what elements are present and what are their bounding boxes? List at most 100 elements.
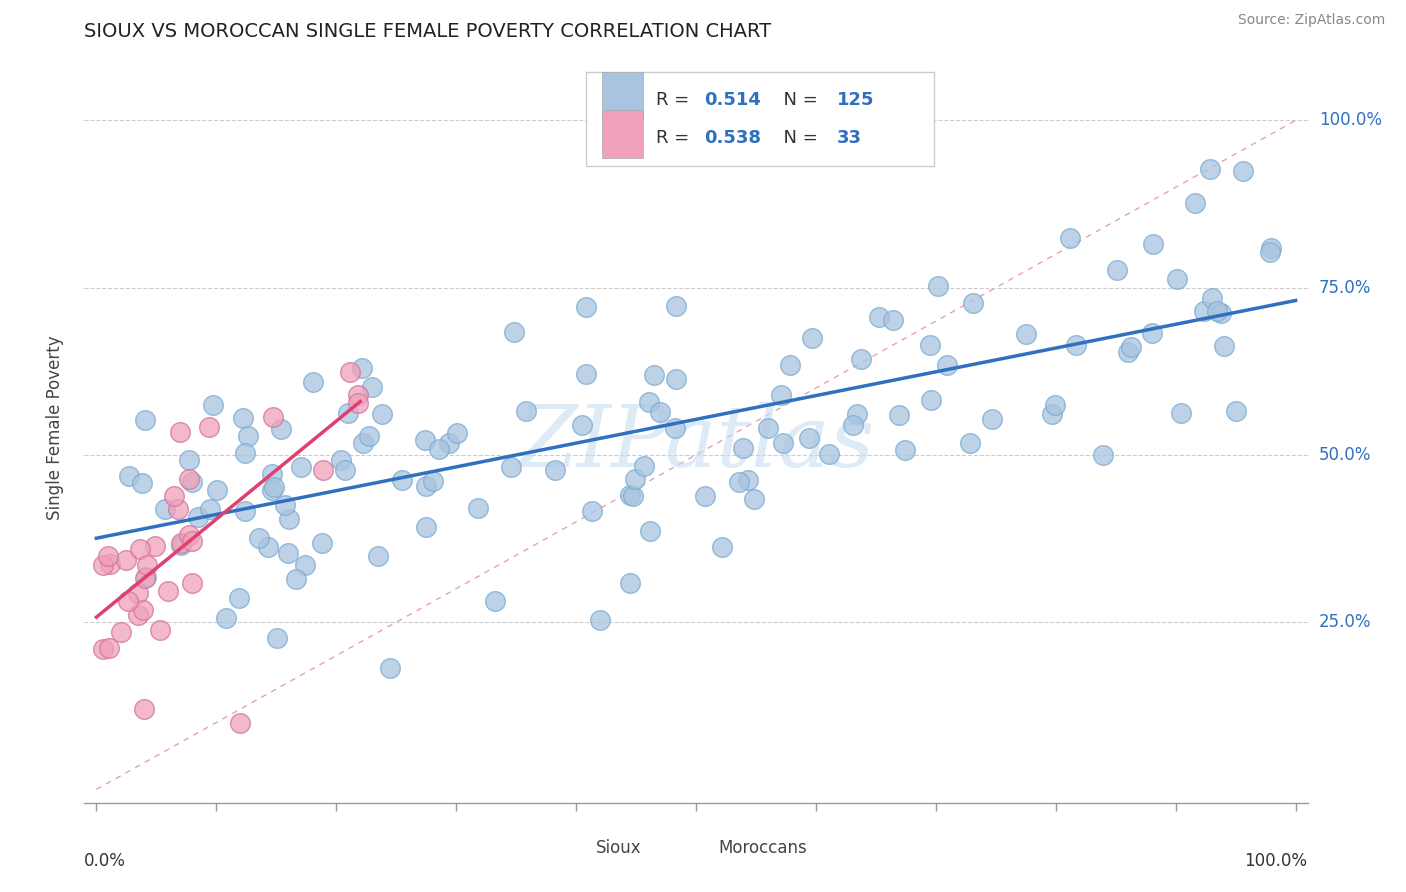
Point bbox=[277, 512, 299, 526]
Point bbox=[1119, 340, 1142, 354]
Point bbox=[1225, 403, 1247, 417]
Point bbox=[981, 411, 1004, 425]
Point bbox=[361, 380, 384, 394]
Point bbox=[202, 398, 225, 412]
Point bbox=[262, 483, 284, 497]
Point bbox=[170, 536, 193, 550]
Point bbox=[115, 553, 138, 567]
Point bbox=[1206, 304, 1229, 318]
Point bbox=[640, 524, 662, 538]
Point bbox=[801, 331, 824, 345]
Point bbox=[711, 540, 734, 554]
Text: 0.538: 0.538 bbox=[704, 129, 762, 147]
Point bbox=[619, 488, 641, 502]
Point bbox=[181, 475, 204, 489]
Point bbox=[633, 459, 655, 474]
Point bbox=[1232, 164, 1254, 178]
Point bbox=[91, 641, 114, 656]
Point bbox=[177, 528, 200, 542]
Point bbox=[135, 558, 157, 572]
Point bbox=[1040, 407, 1063, 421]
Point bbox=[575, 300, 598, 314]
Point bbox=[163, 489, 186, 503]
Point bbox=[127, 586, 149, 600]
Point bbox=[91, 558, 114, 573]
Point bbox=[337, 406, 360, 420]
Point bbox=[665, 300, 688, 314]
Point bbox=[134, 413, 156, 427]
Point bbox=[149, 624, 172, 638]
Point bbox=[169, 425, 191, 439]
Point bbox=[131, 475, 153, 490]
Point bbox=[232, 411, 254, 425]
Point bbox=[333, 463, 356, 477]
Point bbox=[285, 573, 308, 587]
Point bbox=[128, 542, 150, 557]
Point bbox=[153, 502, 176, 516]
Text: 100.0%: 100.0% bbox=[1319, 112, 1382, 129]
FancyBboxPatch shape bbox=[682, 835, 713, 861]
Point bbox=[1201, 291, 1223, 305]
Point bbox=[1199, 162, 1222, 177]
Point bbox=[936, 358, 959, 372]
Point bbox=[143, 539, 166, 553]
Point bbox=[352, 436, 374, 450]
Point bbox=[515, 404, 537, 418]
Point bbox=[429, 442, 451, 456]
Point bbox=[179, 453, 201, 467]
Point bbox=[1209, 306, 1232, 320]
Point bbox=[927, 279, 949, 293]
Point bbox=[274, 499, 297, 513]
Point bbox=[380, 661, 402, 675]
Point bbox=[501, 459, 523, 474]
Point bbox=[187, 510, 209, 524]
Point bbox=[737, 473, 759, 487]
Point bbox=[770, 388, 793, 402]
Point bbox=[367, 549, 389, 563]
Text: R =: R = bbox=[655, 91, 695, 109]
Point bbox=[263, 480, 285, 494]
Point bbox=[731, 441, 754, 455]
Point bbox=[1192, 304, 1215, 318]
Text: Moroccans: Moroccans bbox=[718, 838, 807, 856]
Point bbox=[772, 436, 794, 450]
Point bbox=[312, 463, 335, 477]
Point bbox=[110, 625, 132, 640]
Point bbox=[962, 295, 984, 310]
Point bbox=[127, 608, 149, 623]
Point bbox=[117, 593, 139, 607]
Point bbox=[301, 375, 323, 389]
Point bbox=[1142, 326, 1164, 340]
Point bbox=[575, 367, 598, 381]
Point bbox=[205, 483, 228, 498]
Point bbox=[1116, 344, 1139, 359]
Text: SIOUX VS MOROCCAN SINGLE FEMALE POVERTY CORRELATION CHART: SIOUX VS MOROCCAN SINGLE FEMALE POVERTY … bbox=[84, 21, 772, 41]
Point bbox=[638, 395, 661, 409]
Text: N =: N = bbox=[772, 129, 824, 147]
Point bbox=[330, 452, 353, 467]
Point bbox=[665, 372, 688, 386]
Point bbox=[415, 520, 437, 534]
Point bbox=[350, 361, 373, 376]
Point bbox=[131, 603, 153, 617]
Point bbox=[247, 531, 270, 545]
Point bbox=[894, 443, 917, 458]
Point bbox=[1059, 230, 1081, 244]
Point bbox=[270, 422, 292, 436]
Point bbox=[799, 431, 821, 445]
Point bbox=[920, 393, 942, 408]
Point bbox=[422, 475, 444, 489]
Text: 25.0%: 25.0% bbox=[1319, 613, 1371, 632]
Point bbox=[1142, 236, 1164, 251]
Point bbox=[842, 418, 865, 433]
Text: 0.0%: 0.0% bbox=[84, 852, 127, 870]
Point bbox=[97, 640, 120, 655]
Point bbox=[889, 408, 911, 422]
Point bbox=[135, 570, 157, 584]
Point bbox=[359, 429, 381, 443]
Point bbox=[571, 417, 593, 432]
Point bbox=[156, 584, 179, 599]
Point bbox=[623, 489, 645, 503]
Text: 75.0%: 75.0% bbox=[1319, 278, 1371, 297]
Point bbox=[181, 576, 204, 591]
